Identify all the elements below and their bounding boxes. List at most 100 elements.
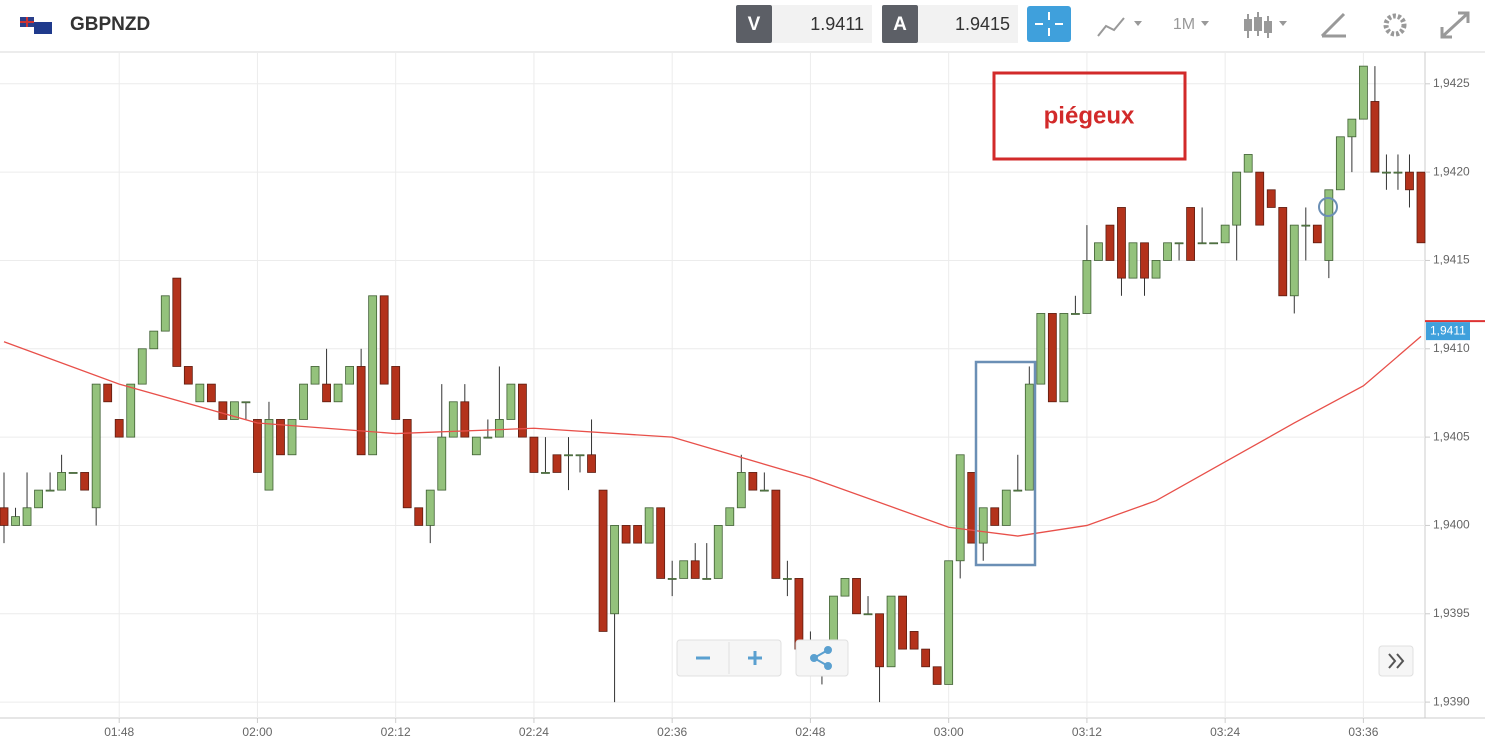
chart-type-button[interactable] [1097,17,1142,37]
candle-body [1243,154,1253,173]
symbol: GBPNZD [70,14,150,35]
candle-body [667,578,677,580]
candle-body [794,578,804,650]
candle-body [80,472,90,491]
settings-button[interactable] [1383,13,1407,37]
candle-body [656,507,666,579]
sell-price-box[interactable] [772,5,872,43]
candle-body [782,578,792,580]
x-tick-label: 02:48 [795,725,825,739]
candle-body [322,383,331,403]
candle-body [1059,313,1069,403]
candle-body [1070,313,1080,315]
buy-price-box[interactable] [918,5,1018,43]
zoom-controls [676,639,1414,677]
y-tick-label: 1,9420 [1433,164,1470,178]
flag [20,17,52,34]
candle-body [506,383,516,420]
candle-body [1220,224,1230,244]
draw-tool-button[interactable] [1320,12,1346,38]
share-box [795,639,849,677]
candle-body [1128,242,1138,279]
candle-body [1013,489,1023,492]
candle-body [587,454,596,473]
candle-body [218,401,228,420]
candle-body [875,613,884,668]
candle-body [679,560,689,579]
candle-body [494,419,504,438]
candle-body [852,578,861,615]
candle-body [748,472,758,491]
candle-type-caret [1279,21,1287,26]
candle-body [771,489,781,579]
candle-body [253,419,262,473]
candle-body [22,507,32,526]
candle-body [736,472,746,509]
sell-label: V [748,14,761,35]
candle-body [137,348,147,385]
y-tick-label: 1,9410 [1433,341,1470,355]
y-tick-label: 1,9405 [1433,429,1470,443]
buy-button[interactable] [882,5,918,43]
candle-body [1186,207,1195,261]
highlight-circle [1318,197,1338,217]
candle-body [932,666,942,685]
candle-body [299,383,308,420]
candle-body [1117,207,1126,279]
candle-body [1347,118,1357,138]
candle-body [1036,313,1046,385]
candle-body [886,595,896,668]
candle-body [149,330,159,350]
y-tick-label: 1,9395 [1433,606,1470,620]
fullscreen-button[interactable] [1440,11,1470,39]
x-tick-label: 03:12 [1072,725,1102,739]
candle-body [1312,224,1322,244]
candle-body [564,454,573,457]
candle-body [414,507,424,526]
candle-body [863,613,873,616]
candle-body [1255,171,1265,226]
candle-body [425,489,435,526]
candle-body [898,595,907,650]
candle-body [287,419,297,456]
x-tick-label: 02:12 [381,725,411,739]
candle-body [57,472,67,491]
candle-body [1197,242,1207,245]
candle-body [276,419,285,456]
candle-body [909,631,919,650]
candle-body [103,383,113,403]
candle-body [1324,189,1334,261]
candle-body [1163,242,1172,261]
candle-body [91,383,101,509]
candle-body [448,401,458,438]
candle-body [264,419,274,491]
candle-body [529,436,539,473]
candle-body [206,383,216,403]
candle-body [944,560,954,685]
candle-body [1266,189,1276,208]
candle-type-button[interactable] [1244,12,1272,38]
timeframe-caret [1201,21,1209,26]
candle-body [0,507,9,526]
crosshair-button[interactable] [1027,6,1071,42]
sell-button[interactable] [736,5,772,43]
buy-label: A [893,14,907,35]
candle-body [1094,242,1103,261]
timeframe-button[interactable]: 1M [1173,16,1195,33]
candle-body [126,383,136,438]
zoom-in-button[interactable] [748,651,762,665]
candle-body [633,525,643,544]
candle-body [541,472,550,474]
x-tick-label: 01:48 [104,725,134,739]
candle-body [310,366,320,385]
share-button[interactable] [810,646,832,670]
moving-average [3,335,1422,537]
candle-body [333,383,343,403]
candle-body [114,419,124,438]
highlight-box [974,360,1037,567]
candle-body [702,578,712,580]
candle-body [1335,136,1345,191]
candle-body [1024,383,1034,491]
